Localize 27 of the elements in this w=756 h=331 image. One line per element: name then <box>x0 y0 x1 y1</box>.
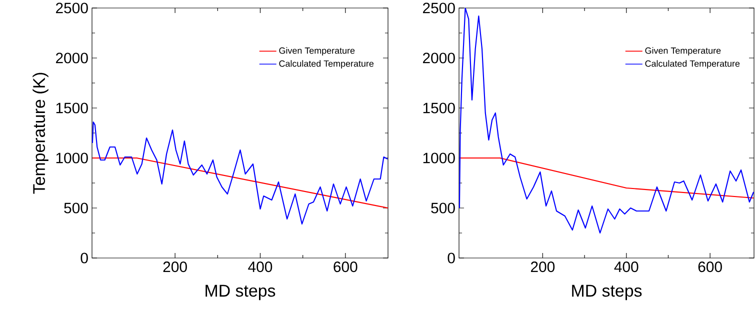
y-tick-label: 0 <box>80 252 88 264</box>
y-tick-label: 2000 <box>422 52 455 64</box>
x-axis-title: MD steps <box>206 284 276 300</box>
y-tick-label: 2500 <box>422 2 455 14</box>
x-tick-label: 200 <box>530 262 555 272</box>
x-tick-label: 400 <box>614 262 638 272</box>
y-tick-label: 1000 <box>423 152 455 164</box>
x-tick-label: 600 <box>698 262 722 272</box>
y-tick-label: 2500 <box>56 2 88 14</box>
legend-label: Calculated Temperature <box>645 60 740 69</box>
x-tick-label: 400 <box>248 262 272 272</box>
x-axis-title: MD steps <box>572 284 642 300</box>
y-tick-label: 1500 <box>423 102 455 114</box>
y-tick-label: 1500 <box>56 102 88 114</box>
y-tick-label: 500 <box>64 202 88 214</box>
line-series <box>92 121 388 225</box>
x-tick-label: 600 <box>334 262 358 272</box>
y-tick-label: 500 <box>431 202 455 214</box>
y-axis-title: Temperature (K) <box>32 72 48 194</box>
x-tick-label: 200 <box>163 262 187 272</box>
y-tick-label: 1000 <box>56 152 88 164</box>
y-tick-label: 0 <box>448 252 455 264</box>
legend-label: Given Temperature <box>279 47 355 56</box>
legend-label: Given Temperature <box>645 47 721 56</box>
line-series <box>459 8 754 234</box>
y-tick-label: 2000 <box>56 52 88 64</box>
legend-label: Calculated Temperature <box>279 60 374 69</box>
